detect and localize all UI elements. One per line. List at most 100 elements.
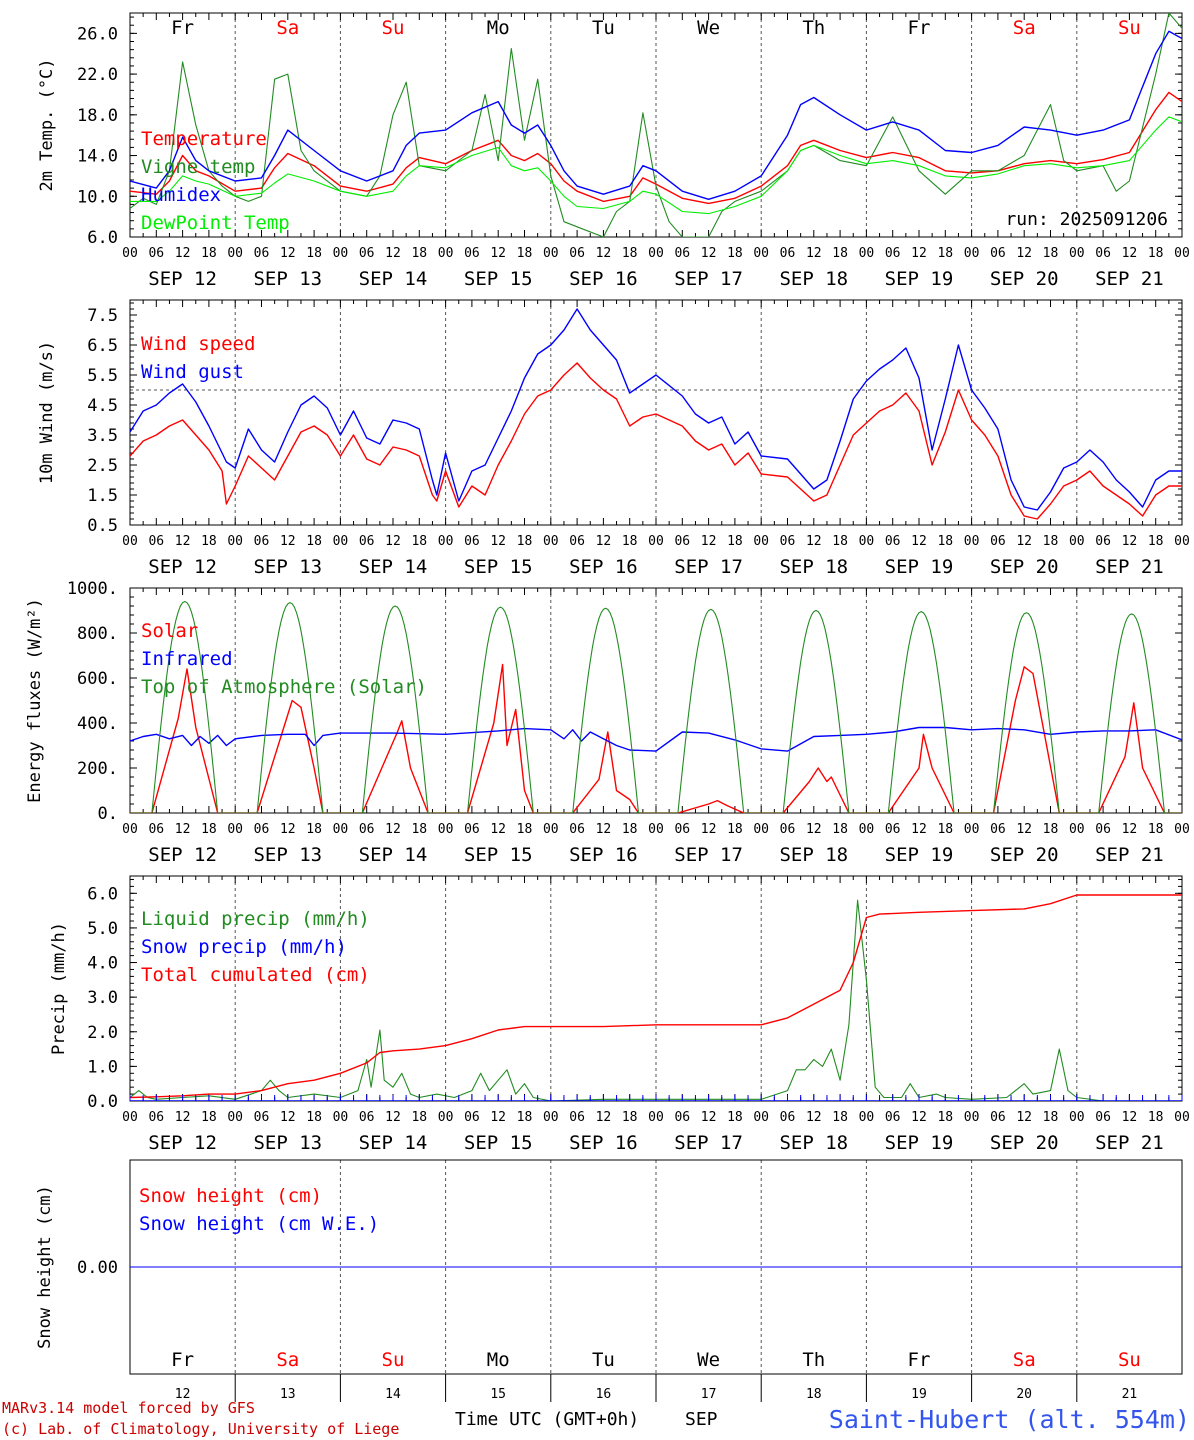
ytick-label: 10.0 bbox=[77, 187, 118, 207]
ytick-label: 7.5 bbox=[87, 306, 118, 326]
legend-snow-height-cm: Snow height (cm) bbox=[139, 1185, 322, 1207]
series-top-of-atmosphere-solar bbox=[130, 600, 1182, 813]
hour-label: 06 bbox=[780, 822, 796, 837]
ytick-label: 5.5 bbox=[87, 366, 118, 386]
date-label: SEP 20 bbox=[990, 268, 1059, 290]
ytick-label: 1000. bbox=[67, 579, 118, 599]
hour-label: 12 bbox=[596, 534, 612, 549]
hour-label: 06 bbox=[569, 822, 585, 837]
series-wind-speed bbox=[130, 362, 1182, 520]
hour-label: 06 bbox=[674, 534, 690, 549]
ytick-label: 200. bbox=[77, 759, 118, 779]
date-label: SEP 20 bbox=[990, 556, 1059, 578]
ytick-label: 5.0 bbox=[87, 919, 118, 939]
day-number-label: 17 bbox=[701, 1387, 717, 1402]
hour-label: 06 bbox=[148, 534, 164, 549]
hour-label: 18 bbox=[1148, 534, 1164, 549]
hour-label: 00 bbox=[438, 1110, 454, 1125]
ytick-label: 14.0 bbox=[77, 147, 118, 167]
ytick-label: 6.0 bbox=[87, 884, 118, 904]
hour-label: 18 bbox=[517, 822, 533, 837]
weekday-label: Tu bbox=[592, 1349, 615, 1371]
date-label: SEP 12 bbox=[148, 556, 217, 578]
legend-vigne-temp: Vigne temp bbox=[141, 156, 255, 178]
series-group bbox=[130, 600, 1182, 813]
ytick-label: 0. bbox=[98, 804, 118, 824]
weekday-label: Fr bbox=[171, 17, 194, 39]
hour-label: 12 bbox=[280, 534, 296, 549]
hour-label: 12 bbox=[596, 822, 612, 837]
hour-label: 00 bbox=[227, 1110, 243, 1125]
hour-label: 12 bbox=[1122, 1110, 1138, 1125]
hour-label: 12 bbox=[701, 534, 717, 549]
ytick-label: 3.0 bbox=[87, 988, 118, 1008]
date-label: SEP 19 bbox=[885, 268, 954, 290]
date-label: SEP 17 bbox=[674, 268, 743, 290]
hour-label: 18 bbox=[306, 534, 322, 549]
panel-4: 6.0 5.0 4.0 3.0 2.0 1.0 0.0 Precip (mm/h) 00 06 12… bbox=[49, 875, 1190, 1154]
y-axis-label: Snow height (cm) bbox=[35, 1185, 55, 1349]
hour-label: 18 bbox=[1043, 534, 1059, 549]
hour-label: 12 bbox=[911, 1110, 927, 1125]
hour-label: 18 bbox=[727, 822, 743, 837]
legend-infrared: Infrared bbox=[141, 648, 233, 670]
hour-label: 12 bbox=[1016, 534, 1032, 549]
hour-label: 18 bbox=[411, 246, 427, 261]
date-label: SEP 17 bbox=[674, 1132, 743, 1154]
hour-label: 06 bbox=[148, 1110, 164, 1125]
hour-label: 18 bbox=[201, 534, 217, 549]
hour-label: 12 bbox=[596, 1110, 612, 1125]
hour-label: 12 bbox=[490, 822, 506, 837]
weekday-label: Su bbox=[1118, 17, 1141, 39]
hour-label: 06 bbox=[780, 246, 796, 261]
hour-label: 06 bbox=[990, 1110, 1006, 1125]
weekday-label: Mo bbox=[487, 17, 510, 39]
hour-label: 00 bbox=[753, 246, 769, 261]
hour-label: 00 bbox=[122, 246, 138, 261]
hour-label: 12 bbox=[490, 534, 506, 549]
ytick-label: 1.5 bbox=[87, 486, 118, 506]
hour-label: 12 bbox=[175, 1110, 191, 1125]
day-number-label: 20 bbox=[1016, 1387, 1032, 1402]
date-label: SEP 13 bbox=[253, 268, 322, 290]
day-number-label: 12 bbox=[175, 1387, 191, 1402]
weekday-label: Mo bbox=[487, 1349, 510, 1371]
hour-label: 06 bbox=[674, 1110, 690, 1125]
hour-label: 06 bbox=[885, 534, 901, 549]
hour-label: 18 bbox=[1148, 1110, 1164, 1125]
legend-total-cumulated-cm: Total cumulated (cm) bbox=[141, 964, 370, 986]
date-label: SEP 20 bbox=[990, 1132, 1059, 1154]
ytick-label: 4.0 bbox=[87, 954, 118, 974]
hour-label: 06 bbox=[254, 1110, 270, 1125]
weekday-label: Tu bbox=[592, 17, 615, 39]
hour-label: 00 bbox=[964, 822, 980, 837]
date-label: SEP 18 bbox=[779, 268, 848, 290]
date-label: SEP 12 bbox=[148, 268, 217, 290]
hour-label: 18 bbox=[201, 246, 217, 261]
hour-label: 00 bbox=[964, 1110, 980, 1125]
hour-label: 00 bbox=[227, 534, 243, 549]
hour-label: 00 bbox=[1174, 1110, 1190, 1125]
weekday-label: Th bbox=[802, 1349, 825, 1371]
hour-label: 06 bbox=[254, 534, 270, 549]
hour-label: 18 bbox=[411, 1110, 427, 1125]
hour-label: 12 bbox=[280, 822, 296, 837]
legend-wind-speed: Wind speed bbox=[141, 333, 255, 355]
date-label: SEP 14 bbox=[359, 844, 428, 866]
hour-label: 18 bbox=[727, 1110, 743, 1125]
hour-label: 06 bbox=[569, 246, 585, 261]
hour-label: 00 bbox=[1069, 246, 1085, 261]
hour-label: 00 bbox=[227, 822, 243, 837]
date-label: SEP 13 bbox=[253, 556, 322, 578]
legend-humidex: Humidex bbox=[141, 184, 221, 206]
hour-label: 18 bbox=[517, 534, 533, 549]
series-temperature bbox=[130, 91, 1182, 205]
series-total-cumulated-cm bbox=[130, 894, 1182, 1099]
hour-label: 12 bbox=[701, 246, 717, 261]
hour-label: 00 bbox=[648, 1110, 664, 1125]
date-label: SEP 19 bbox=[885, 844, 954, 866]
hour-label: 00 bbox=[964, 246, 980, 261]
hour-label: 12 bbox=[806, 534, 822, 549]
legend-snow-height-cm-w-e: Snow height (cm W.E.) bbox=[139, 1213, 379, 1235]
